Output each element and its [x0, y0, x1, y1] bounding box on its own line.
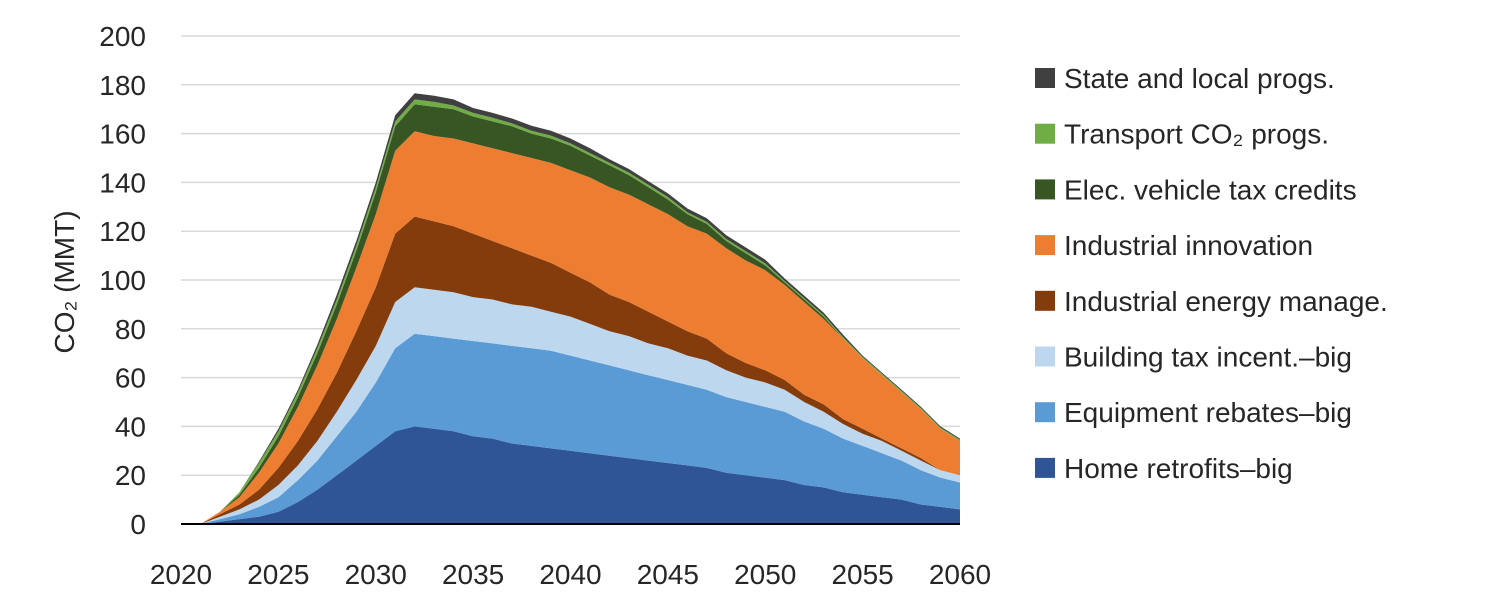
legend-swatch	[1035, 179, 1055, 200]
x-tick-label: 2050	[734, 559, 796, 590]
y-tick-label: 60	[115, 363, 146, 394]
y-tick-label: 100	[99, 265, 146, 296]
legend-label: Home retrofits–big	[1064, 453, 1293, 484]
x-tick-label: 2060	[929, 559, 991, 590]
x-tick-label: 2035	[442, 559, 504, 590]
x-tick-label: 2030	[345, 559, 407, 590]
area-series-5	[181, 104, 960, 525]
legend-label: Transport CO₂ progs.	[1064, 119, 1329, 150]
y-tick-label: 40	[115, 411, 146, 442]
y-tick-label: 180	[99, 70, 146, 101]
area-series-4	[181, 131, 960, 524]
legend-label: Industrial innovation	[1064, 230, 1313, 261]
area-series-1	[181, 333, 960, 524]
x-tick-label: 2045	[637, 559, 699, 590]
area-series-2	[181, 287, 960, 524]
legend-label: Building tax incent.–big	[1064, 342, 1352, 373]
legend-swatch	[1035, 290, 1055, 311]
area-series-group	[181, 93, 960, 525]
legend-swatch	[1035, 457, 1055, 478]
legend: State and local progs. Transport CO₂ prog…	[1035, 63, 1388, 484]
y-tick-label: 200	[99, 21, 146, 52]
x-tick-label: 2025	[247, 559, 309, 590]
area-series-3	[181, 216, 960, 524]
y-tick-label: 80	[115, 314, 146, 345]
legend-label: Elec. vehicle tax credits	[1064, 174, 1357, 205]
y-tick-label: 120	[99, 216, 146, 247]
y-tick-labels: 0 20 40 60 80 100 120 140 160 180 200	[99, 21, 146, 540]
area-series-0	[181, 426, 960, 524]
legend-swatch	[1035, 402, 1055, 423]
legend-swatch	[1035, 235, 1055, 256]
legend-label: Equipment rebates–big	[1064, 397, 1352, 428]
y-tick-label: 20	[115, 460, 146, 491]
legend-swatch	[1035, 123, 1055, 144]
y-axis-title: CO₂ (MMT)	[49, 210, 80, 353]
x-tick-label: 2040	[539, 559, 601, 590]
x-tick-labels: 2020 2025 2030 2035 2040 2045 2050 2055 2060	[150, 559, 991, 590]
y-tick-label: 0	[130, 509, 146, 540]
legend-swatch	[1035, 68, 1055, 88]
legend-label: Industrial energy manage.	[1064, 286, 1388, 317]
y-tick-label: 140	[99, 167, 146, 198]
x-tick-label: 2020	[150, 559, 212, 590]
legend-swatch	[1035, 346, 1055, 367]
x-tick-label: 2055	[831, 559, 893, 590]
y-tick-label: 160	[99, 119, 146, 150]
legend-label: State and local progs.	[1064, 63, 1335, 94]
